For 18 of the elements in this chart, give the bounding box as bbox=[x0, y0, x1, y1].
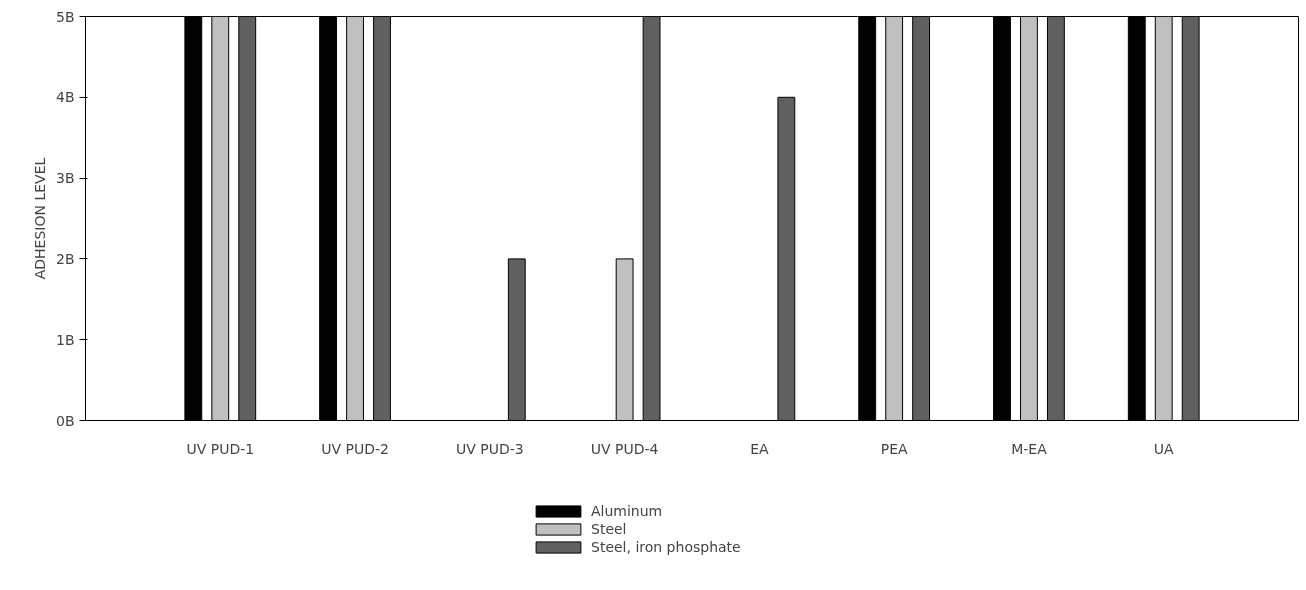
y-tick-label: 0B bbox=[55, 412, 75, 429]
legend-label: Aluminum bbox=[591, 503, 663, 519]
y-tick-label: 5B bbox=[55, 8, 75, 25]
x-tick-label: M-EA bbox=[1011, 440, 1048, 457]
x-tick-label: UV PUD-4 bbox=[590, 440, 659, 457]
y-tick-label: 2B bbox=[55, 250, 75, 267]
legend-label: Steel bbox=[591, 521, 627, 537]
x-tick-label: UV PUD-1 bbox=[186, 440, 255, 457]
x-tick-label: UA bbox=[1153, 440, 1175, 457]
y-axis-title: ADHESION LEVEL bbox=[31, 157, 48, 280]
y-tick-label: 3B bbox=[55, 170, 75, 187]
y-tick-label: 1B bbox=[55, 331, 75, 348]
x-tick-label: PEA bbox=[880, 440, 909, 457]
x-tick-label: UV PUD-2 bbox=[321, 440, 389, 457]
legend-label: Steel, iron phosphate bbox=[591, 539, 741, 555]
x-tick-label: UV PUD-3 bbox=[455, 440, 524, 457]
x-tick-label: EA bbox=[750, 440, 770, 457]
y-tick-label: 4B bbox=[55, 89, 75, 106]
